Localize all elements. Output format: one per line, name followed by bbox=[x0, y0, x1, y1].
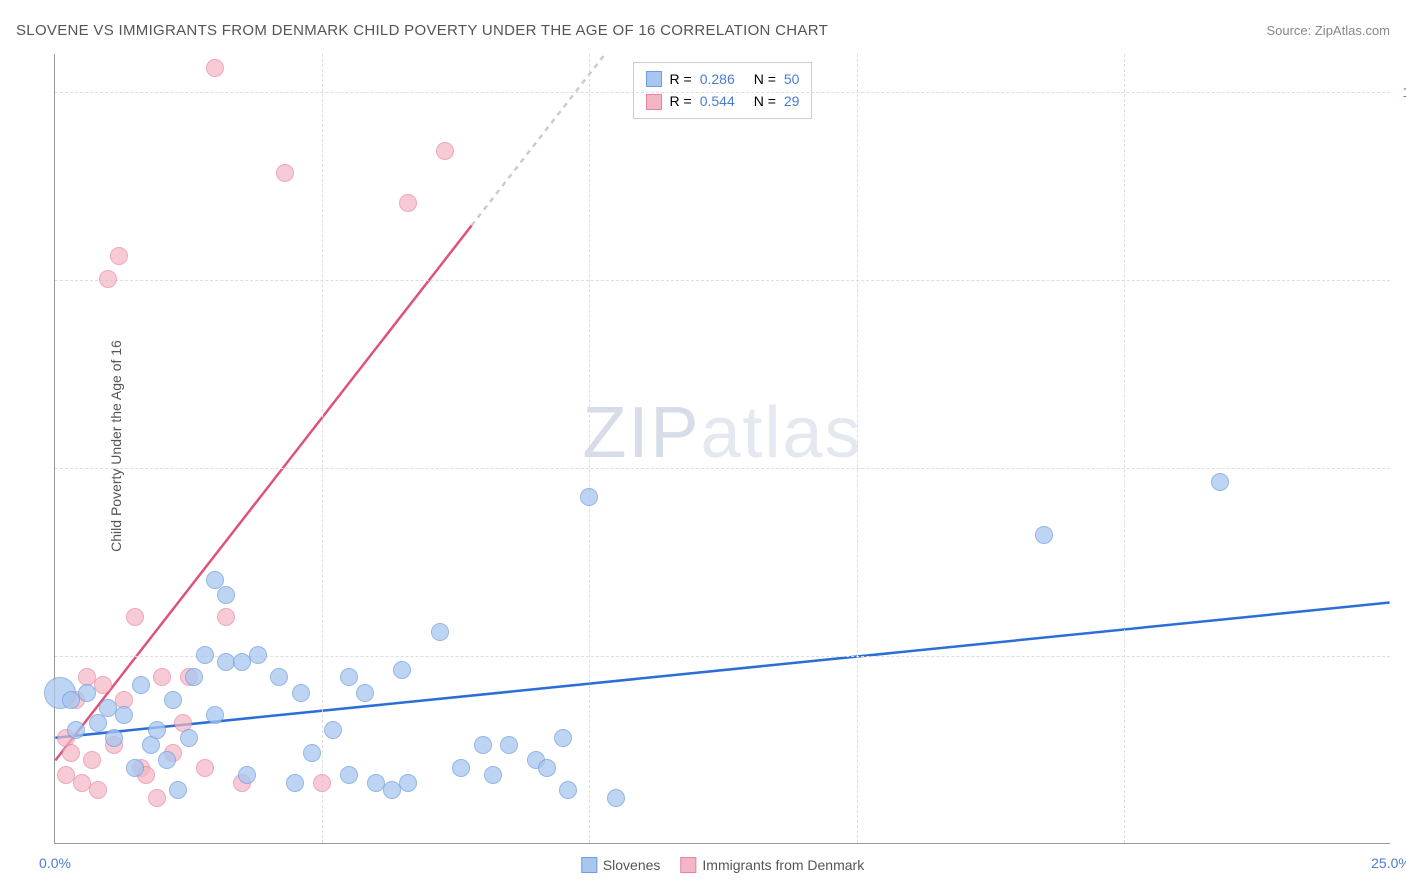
data-point bbox=[436, 142, 454, 160]
stats-box: R = 0.286 N = 50 R = 0.544 N = 29 bbox=[633, 62, 813, 119]
data-point bbox=[313, 774, 331, 792]
data-point bbox=[399, 194, 417, 212]
data-point bbox=[169, 781, 187, 799]
gridline-v bbox=[857, 54, 858, 843]
data-point bbox=[393, 661, 411, 679]
swatch-series1 bbox=[646, 71, 662, 87]
data-point bbox=[148, 789, 166, 807]
data-point bbox=[276, 164, 294, 182]
data-point bbox=[356, 684, 374, 702]
data-point bbox=[126, 608, 144, 626]
data-point bbox=[484, 766, 502, 784]
chart-title: SLOVENE VS IMMIGRANTS FROM DENMARK CHILD… bbox=[16, 22, 828, 39]
data-point bbox=[474, 736, 492, 754]
watermark-atlas: atlas bbox=[700, 393, 862, 473]
data-point bbox=[132, 676, 150, 694]
y-tick-label: 75.0% bbox=[1395, 272, 1406, 288]
data-point bbox=[270, 668, 288, 686]
y-tick-label: 25.0% bbox=[1395, 648, 1406, 664]
watermark-zip: ZIP bbox=[582, 393, 700, 473]
data-point bbox=[196, 646, 214, 664]
data-point bbox=[452, 759, 470, 777]
data-point bbox=[94, 676, 112, 694]
plot-area: ZIPatlas R = 0.286 N = 50 R = 0.544 N = … bbox=[54, 54, 1390, 844]
legend-label-1: Slovenes bbox=[603, 857, 661, 873]
data-point bbox=[115, 706, 133, 724]
legend-label-2: Immigrants from Denmark bbox=[702, 857, 864, 873]
r-label-2: R = bbox=[670, 90, 692, 112]
data-point bbox=[67, 721, 85, 739]
data-point bbox=[196, 759, 214, 777]
data-point bbox=[217, 608, 235, 626]
data-point bbox=[303, 744, 321, 762]
legend-item-1: Slovenes bbox=[581, 857, 661, 873]
x-tick-label: 0.0% bbox=[39, 855, 71, 871]
data-point bbox=[180, 729, 198, 747]
data-point bbox=[153, 668, 171, 686]
data-point bbox=[340, 766, 358, 784]
source-label: Source: ZipAtlas.com bbox=[1266, 23, 1390, 38]
gridline-v bbox=[322, 54, 323, 843]
data-point bbox=[126, 759, 144, 777]
data-point bbox=[164, 691, 182, 709]
data-point bbox=[238, 766, 256, 784]
data-point bbox=[500, 736, 518, 754]
data-point bbox=[148, 721, 166, 739]
legend-bottom: Slovenes Immigrants from Denmark bbox=[581, 857, 864, 873]
n-label-2: N = bbox=[754, 90, 776, 112]
data-point bbox=[431, 623, 449, 641]
data-point bbox=[340, 668, 358, 686]
data-point bbox=[580, 488, 598, 506]
gridline-v bbox=[589, 54, 590, 843]
title-row: SLOVENE VS IMMIGRANTS FROM DENMARK CHILD… bbox=[16, 22, 1390, 39]
chart-container: SLOVENE VS IMMIGRANTS FROM DENMARK CHILD… bbox=[0, 0, 1406, 892]
gridline-h bbox=[55, 280, 1390, 281]
legend-swatch-1 bbox=[581, 857, 597, 873]
x-tick-label: 25.0% bbox=[1371, 855, 1406, 871]
stats-row-1: R = 0.286 N = 50 bbox=[646, 68, 800, 90]
data-point bbox=[292, 684, 310, 702]
data-point bbox=[206, 59, 224, 77]
y-tick-label: 50.0% bbox=[1395, 460, 1406, 476]
data-point bbox=[78, 684, 96, 702]
plot-svg bbox=[55, 54, 1390, 843]
r-value-2: 0.544 bbox=[700, 90, 746, 112]
data-point bbox=[554, 729, 572, 747]
data-point bbox=[324, 721, 342, 739]
data-point bbox=[206, 706, 224, 724]
gridline-v bbox=[1124, 54, 1125, 843]
data-point bbox=[559, 781, 577, 799]
data-point bbox=[286, 774, 304, 792]
n-value-1: 50 bbox=[784, 68, 800, 90]
legend-item-2: Immigrants from Denmark bbox=[680, 857, 864, 873]
y-tick-label: 100.0% bbox=[1395, 84, 1406, 100]
data-point bbox=[89, 714, 107, 732]
gridline-h bbox=[55, 468, 1390, 469]
data-point bbox=[538, 759, 556, 777]
data-point bbox=[607, 789, 625, 807]
data-point bbox=[185, 668, 203, 686]
watermark: ZIPatlas bbox=[582, 392, 862, 474]
r-value-1: 0.286 bbox=[700, 68, 746, 90]
data-point bbox=[1035, 526, 1053, 544]
n-label: N = bbox=[754, 68, 776, 90]
data-point bbox=[110, 247, 128, 265]
gridline-h bbox=[55, 92, 1390, 93]
data-point bbox=[83, 751, 101, 769]
data-point bbox=[249, 646, 267, 664]
n-value-2: 29 bbox=[784, 90, 800, 112]
r-label: R = bbox=[670, 68, 692, 90]
stats-row-2: R = 0.544 N = 29 bbox=[646, 90, 800, 112]
data-point bbox=[217, 586, 235, 604]
data-point bbox=[105, 729, 123, 747]
swatch-series2 bbox=[646, 94, 662, 110]
data-point bbox=[62, 744, 80, 762]
data-point bbox=[99, 270, 117, 288]
data-point bbox=[89, 781, 107, 799]
data-point bbox=[1211, 473, 1229, 491]
data-point bbox=[158, 751, 176, 769]
legend-swatch-2 bbox=[680, 857, 696, 873]
data-point bbox=[399, 774, 417, 792]
